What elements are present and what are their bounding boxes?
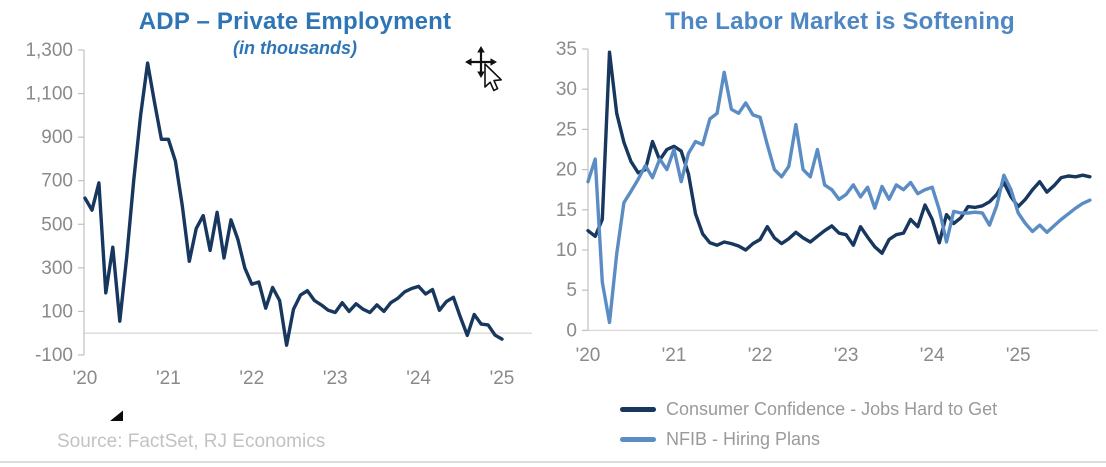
y-axis-label: 15 xyxy=(556,200,577,221)
x-axis-label: '20 xyxy=(576,345,601,366)
y-axis-label: 1,100 xyxy=(25,84,73,105)
data-series-line xyxy=(586,70,1092,325)
legend-item-nfib: NFIB - Hiring Plans xyxy=(620,424,997,454)
y-axis-label: 35 xyxy=(556,39,577,60)
y-axis-label: 500 xyxy=(41,214,73,235)
steel-line-swatch-icon xyxy=(620,436,656,442)
y-axis-label: 100 xyxy=(41,301,73,322)
legend-label: NFIB - Hiring Plans xyxy=(666,428,821,449)
y-axis-label: 5 xyxy=(566,280,577,301)
labor-market-line-plot: 35 30 25 20 15 10 5 0 '20 '21 '22 '23 '24 '25 xyxy=(556,39,1098,366)
x-axis-label: '20 xyxy=(73,368,98,389)
source-note: Source: FactSet, RJ Economics xyxy=(57,431,326,452)
x-axis-label: '25 xyxy=(490,368,515,389)
y-axis-label: 20 xyxy=(556,160,577,181)
y-axis-label: 25 xyxy=(556,119,577,140)
bottom-divider xyxy=(0,461,1106,463)
x-axis-label: '22 xyxy=(748,345,773,366)
data-series-line xyxy=(83,61,504,347)
y-axis-label: 0 xyxy=(566,320,577,341)
navy-line-swatch-icon xyxy=(620,406,656,412)
small-triangle-marker-icon xyxy=(110,410,123,421)
y-axis-label: 700 xyxy=(41,171,73,192)
x-axis-label: '23 xyxy=(323,368,348,389)
adp-line-plot: 1,300 1,100 900 700 500 300 100 -100'20 '21 '22 '2… xyxy=(25,40,532,389)
x-axis-label: '25 xyxy=(1006,345,1031,366)
y-axis-label: 900 xyxy=(41,127,73,148)
x-axis-label: '22 xyxy=(239,368,264,389)
legend-label: Consumer Confidence - Jobs Hard to Get xyxy=(666,398,998,419)
move-cursor-icon xyxy=(465,46,502,92)
left-chart-title: ADP – Private Employment xyxy=(138,8,452,35)
x-axis-label: '21 xyxy=(662,345,687,366)
y-axis-label: 10 xyxy=(556,240,577,261)
legend: Consumer Confidence - Jobs Hard to Get N… xyxy=(620,394,997,454)
x-axis-label: '24 xyxy=(920,345,945,366)
x-axis-label: '23 xyxy=(834,345,859,366)
y-axis-label: 30 xyxy=(556,79,577,100)
legend-item-consumer-confidence: Consumer Confidence - Jobs Hard to Get xyxy=(620,394,997,424)
right-chart-title: The Labor Market is Softening xyxy=(665,8,1015,35)
left-chart-subtitle: (in thousands) xyxy=(233,38,357,58)
data-series-line xyxy=(586,50,1092,255)
x-axis-label: '24 xyxy=(406,368,431,389)
y-axis-label: -100 xyxy=(35,345,73,366)
y-axis-label: 300 xyxy=(41,258,73,279)
x-axis-label: '21 xyxy=(156,368,181,389)
y-axis-label: 1,300 xyxy=(25,40,73,61)
